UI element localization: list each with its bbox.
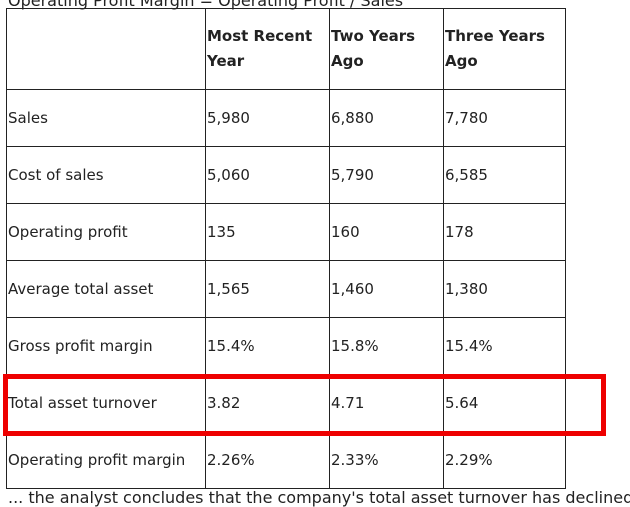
table-cell: 2.33%: [329, 431, 444, 489]
row-label: Operating profit margin: [6, 431, 206, 489]
row-label: Cost of sales: [6, 146, 206, 204]
table-cell: 4.71: [329, 374, 444, 432]
table-cell: 15.8%: [329, 317, 444, 375]
table-cell: 2.29%: [443, 431, 566, 489]
formula-text: Operating Profit Margin = Operating Prof…: [8, 0, 404, 10]
table-cell: 1,565: [205, 260, 330, 318]
header-three-years-ago: Three Years Ago: [443, 8, 566, 90]
table-cell: 7,780: [443, 89, 566, 147]
table-row: Gross profit margin 15.4% 15.8% 15.4%: [6, 317, 566, 375]
table-cell: 5.64: [443, 374, 566, 432]
row-label: Operating profit: [6, 203, 206, 261]
table-row: Sales 5,980 6,880 7,780: [6, 89, 566, 147]
table-cell: 6,880: [329, 89, 444, 147]
financial-data-table: Most Recent Year Two Years Ago Three Yea…: [6, 8, 566, 489]
table-row: Average total asset 1,565 1,460 1,380: [6, 260, 566, 318]
table-row: Operating profit margin 2.26% 2.33% 2.29…: [6, 431, 566, 489]
table-cell: 3.82: [205, 374, 330, 432]
table-cell: 15.4%: [205, 317, 330, 375]
row-label: Average total asset: [6, 260, 206, 318]
table-row: Operating profit 135 160 178: [6, 203, 566, 261]
table-row-highlighted: Total asset turnover 3.82 4.71 5.64: [6, 374, 566, 432]
table-cell: 1,460: [329, 260, 444, 318]
table-header-row: Most Recent Year Two Years Ago Three Yea…: [6, 8, 566, 90]
table-cell: 5,980: [205, 89, 330, 147]
row-label: Sales: [6, 89, 206, 147]
row-label: Gross profit margin: [6, 317, 206, 375]
table-row: Cost of sales 5,060 5,790 6,585: [6, 146, 566, 204]
header-empty-cell: [6, 8, 206, 90]
row-label: Total asset turnover: [6, 374, 206, 432]
table-cell: 5,790: [329, 146, 444, 204]
table-cell: 6,585: [443, 146, 566, 204]
table-cell: 1,380: [443, 260, 566, 318]
table-cell: 5,060: [205, 146, 330, 204]
table-cell: 15.4%: [443, 317, 566, 375]
header-most-recent-year: Most Recent Year: [205, 8, 330, 90]
table-cell: 2.26%: [205, 431, 330, 489]
table-cell: 135: [205, 203, 330, 261]
bottom-text: ... the analyst concludes that the compa…: [8, 488, 630, 507]
header-two-years-ago: Two Years Ago: [329, 8, 444, 90]
table-cell: 160: [329, 203, 444, 261]
table-cell: 178: [443, 203, 566, 261]
